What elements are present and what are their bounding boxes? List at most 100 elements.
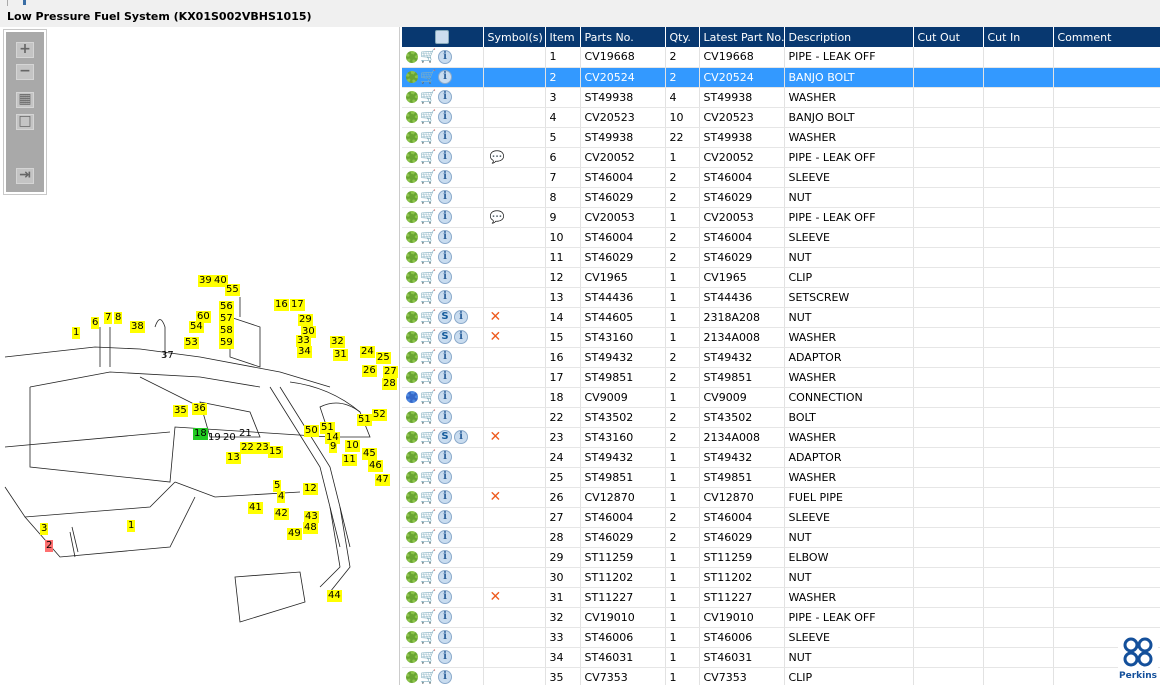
info-icon[interactable]: i [438, 130, 452, 144]
table-row[interactable]: 🛒 i 30 ST11202 1 ST11202 NUT [402, 567, 1160, 588]
cart-icon[interactable]: 🛒 [420, 49, 437, 65]
callout-label[interactable]: 22 [240, 442, 255, 454]
zoom-out-button[interactable]: − [16, 64, 34, 80]
callout-label[interactable]: 11 [342, 454, 357, 466]
callout-label[interactable]: 15 [268, 446, 283, 458]
callout-label[interactable]: 10 [345, 440, 360, 452]
callout-label[interactable]: 8 [114, 312, 123, 324]
table-row[interactable]: 🛒 i 16 ST49432 2 ST49432 ADAPTOR [402, 347, 1160, 368]
callout-label[interactable]: 1 [127, 520, 136, 532]
callout-label[interactable]: 24 [360, 346, 375, 358]
callout-label[interactable]: 9 [329, 441, 338, 453]
cart-icon[interactable]: 🛒 [420, 629, 437, 645]
info-icon[interactable]: i [438, 70, 452, 84]
table-row[interactable]: 🛒 i 17 ST49851 2 ST49851 WASHER [402, 367, 1160, 388]
gear-icon[interactable] [406, 91, 418, 103]
gear-icon[interactable] [406, 351, 418, 363]
note-bubble-icon[interactable]: 💬 [489, 210, 505, 224]
gear-icon[interactable] [406, 431, 418, 443]
actual-size-button[interactable]: □ [16, 114, 34, 130]
cart-icon[interactable]: 🛒 [420, 489, 437, 505]
table-row[interactable]: 🛒 i 27 ST46004 2 ST46004 SLEEVE [402, 507, 1160, 528]
info-icon[interactable]: i [438, 350, 452, 364]
note-bubble-icon[interactable]: 💬 [489, 150, 505, 164]
callout-label[interactable]: 39 [198, 275, 213, 287]
callout-label[interactable]: 34 [297, 346, 312, 358]
cart-icon[interactable]: 🛒 [420, 549, 437, 565]
table-row[interactable]: 🛒 i 💬 9 CV20053 1 CV20053 PIPE - LEAK OFF [402, 207, 1160, 228]
column-header[interactable]: Symbol(s) [483, 27, 546, 47]
gear-icon[interactable] [406, 251, 418, 263]
info-icon[interactable]: i [438, 390, 452, 404]
gear-icon[interactable] [406, 131, 418, 143]
info-icon[interactable]: i [438, 190, 452, 204]
info-icon[interactable]: i [438, 49, 452, 64]
gear-icon[interactable] [406, 371, 418, 383]
callout-label[interactable]: 53 [184, 337, 199, 349]
table-row[interactable]: 🛒 i 13 ST44436 1 ST44436 SETSCREW [402, 287, 1160, 308]
table-row[interactable]: 🛒 i ✕ 26 CV12870 1 CV12870 FUEL PIPE [402, 487, 1160, 508]
table-row[interactable]: 🛒 i 32 CV19010 1 CV19010 PIPE - LEAK OFF [402, 607, 1160, 628]
callout-label[interactable]: 36 [192, 403, 207, 415]
cart-icon[interactable]: 🛒 [420, 289, 437, 305]
cart-icon[interactable]: 🛒 [420, 609, 437, 625]
callout-label[interactable]: 16 [274, 299, 289, 311]
callout-label[interactable]: 51 [320, 422, 335, 434]
cart-icon[interactable]: 🛒 [420, 169, 437, 185]
table-row[interactable]: 🛒 i 8 ST46029 2 ST46029 NUT [402, 187, 1160, 208]
table-row[interactable]: 🛒 i 3 ST49938 4 ST49938 WASHER [402, 87, 1160, 108]
callout-label[interactable]: 31 [333, 349, 348, 361]
table-row[interactable]: 🛒 i 29 ST11259 1 ST11259 ELBOW [402, 547, 1160, 568]
gear-icon[interactable] [406, 671, 418, 683]
callout-label[interactable]: 56 [219, 301, 234, 313]
info-icon[interactable]: i [438, 570, 452, 584]
cart-icon[interactable]: 🛒 [420, 329, 437, 345]
info-icon[interactable]: i [438, 210, 452, 224]
info-icon[interactable]: i [438, 590, 452, 604]
callout-label[interactable]: 12 [303, 483, 318, 495]
info-icon[interactable]: i [438, 650, 452, 664]
info-icon[interactable]: i [438, 170, 452, 184]
table-row[interactable]: 🛒 i 2 CV20524 2 CV20524 BANJO BOLT [402, 67, 1160, 88]
callout-label[interactable]: 47 [375, 474, 390, 486]
column-header[interactable]: Description [784, 27, 914, 47]
table-row[interactable]: 🛒 i 12 CV1965 1 CV1965 CLIP [402, 267, 1160, 288]
callout-label[interactable]: 1 [72, 327, 81, 339]
cart-icon[interactable]: 🛒 [420, 149, 437, 165]
cart-icon[interactable]: 🛒 [420, 389, 437, 405]
cart-icon[interactable]: 🛒 [420, 569, 437, 585]
callout-label[interactable]: 46 [368, 460, 383, 472]
callout-label[interactable]: 21 [239, 428, 252, 439]
column-header[interactable]: Cut Out [913, 27, 984, 47]
gear-icon[interactable] [406, 211, 418, 223]
cart-icon[interactable]: 🛒 [420, 369, 437, 385]
info-icon[interactable]: i [438, 610, 452, 624]
callout-label[interactable]: 40 [213, 275, 228, 287]
table-row[interactable]: 🛒 i 18 CV9009 1 CV9009 CONNECTION [402, 387, 1160, 408]
callout-label[interactable]: 41 [248, 502, 263, 514]
cart-icon[interactable]: 🛒 [420, 229, 437, 245]
table-row[interactable]: 🛒 i 10 ST46004 2 ST46004 SLEEVE [402, 227, 1160, 248]
info-icon[interactable]: i [438, 90, 452, 104]
info-icon[interactable]: i [438, 670, 452, 684]
info-icon[interactable]: i [438, 270, 452, 284]
cart-icon[interactable]: 🛒 [420, 249, 437, 265]
callout-label[interactable]: 37 [161, 350, 174, 361]
gear-icon[interactable] [406, 651, 418, 663]
info-icon[interactable]: i [438, 370, 452, 384]
column-chooser-header[interactable] [402, 27, 484, 47]
gear-icon[interactable] [406, 611, 418, 623]
diagram-panel[interactable]: + − ▦ □ ⇥ 1 6 7 8 38 39 40 55 56 60 54 57 58 53 59 16 17… [0, 27, 400, 685]
cart-icon[interactable]: 🛒 [420, 509, 437, 525]
exploded-diagram[interactable] [0, 27, 400, 685]
column-header[interactable]: Comment [1053, 27, 1160, 47]
gear-icon[interactable] [406, 311, 418, 323]
info-icon[interactable]: i [438, 230, 452, 244]
callout-label[interactable]: 27 [383, 366, 398, 378]
table-row[interactable]: 🛒 i 💬 6 CV20052 1 CV20052 PIPE - LEAK OFF [402, 147, 1160, 168]
callout-label[interactable]: 33 [296, 335, 311, 347]
callout-label[interactable]: 7 [104, 312, 113, 324]
cart-icon[interactable]: 🛒 [420, 429, 437, 445]
